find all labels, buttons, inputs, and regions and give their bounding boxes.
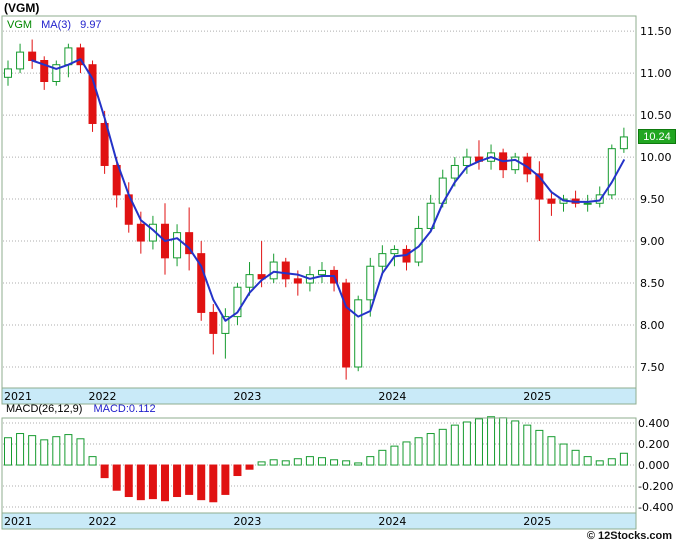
svg-text:2023: 2023 bbox=[233, 515, 261, 528]
legend-ma-label: MA(3) bbox=[41, 19, 72, 31]
svg-text:7.50: 7.50 bbox=[640, 361, 665, 374]
svg-text:2022: 2022 bbox=[89, 390, 117, 403]
macd-params-label: MACD(26,12,9) bbox=[6, 403, 83, 415]
svg-text:2025: 2025 bbox=[523, 515, 551, 528]
svg-text:0.400: 0.400 bbox=[638, 417, 670, 430]
svg-text:2023: 2023 bbox=[233, 390, 261, 403]
price-chart-legend: VGM MA(3) 9.97 bbox=[7, 19, 108, 31]
site-credit: © 12Stocks.com bbox=[586, 530, 672, 542]
ma-line bbox=[31, 58, 625, 322]
svg-text:0.000: 0.000 bbox=[638, 459, 670, 472]
svg-text:2021: 2021 bbox=[4, 390, 32, 403]
last-price-tag: 10.24 bbox=[638, 128, 676, 144]
svg-text:11.50: 11.50 bbox=[640, 25, 672, 38]
svg-text:11.00: 11.00 bbox=[640, 67, 672, 80]
x-axis-bands: 2021 2021 2022 2022 2023 2023 2024 2024 2025 2025 bbox=[1, 387, 637, 530]
svg-text:9.50: 9.50 bbox=[640, 193, 665, 206]
svg-text:8.50: 8.50 bbox=[640, 277, 665, 290]
svg-text:-0.400: -0.400 bbox=[638, 501, 673, 514]
svg-text:2022: 2022 bbox=[89, 515, 117, 528]
svg-text:2025: 2025 bbox=[523, 390, 551, 403]
svg-text:10.00: 10.00 bbox=[640, 151, 672, 164]
macd-axis-labels: 0.400 0.200 0.000 -0.200 -0.400 bbox=[638, 417, 673, 514]
price-axis-labels: 11.50 11.00 10.50 10.00 9.50 9.00 8.50 8.00 7.50 bbox=[640, 25, 672, 374]
svg-text:0.200: 0.200 bbox=[638, 438, 670, 451]
svg-text:2024: 2024 bbox=[378, 390, 406, 403]
macd-legend: MACD(26,12,9) MACD:0.112 bbox=[6, 403, 164, 415]
legend-symbol: VGM bbox=[7, 19, 33, 31]
svg-text:-0.200: -0.200 bbox=[638, 480, 673, 493]
svg-text:9.00: 9.00 bbox=[640, 235, 665, 248]
svg-text:8.00: 8.00 bbox=[640, 319, 665, 332]
legend-ma-value: 9.97 bbox=[80, 19, 102, 31]
price-grid bbox=[3, 30, 635, 368]
svg-text:10.50: 10.50 bbox=[640, 109, 672, 122]
macd-value-label: MACD:0.112 bbox=[93, 403, 156, 415]
svg-text:2024: 2024 bbox=[378, 515, 406, 528]
ticker-title: (VGM) bbox=[4, 1, 40, 15]
svg-text:2021: 2021 bbox=[4, 515, 32, 528]
